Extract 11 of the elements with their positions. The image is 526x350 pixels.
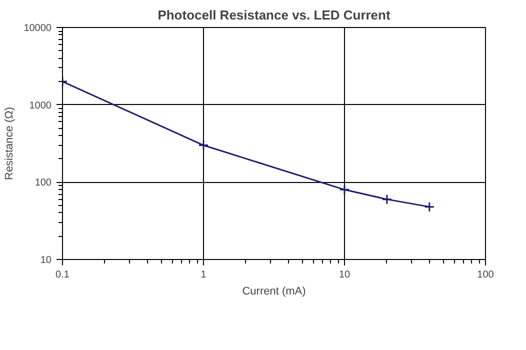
y-tick-label: 10000 [24, 23, 52, 34]
x-tick-label: 10 [338, 270, 350, 280]
chart-title: Photocell Resistance vs. LED Current [158, 8, 391, 22]
y-tick-label: 10 [40, 255, 52, 266]
y-axis-title: Resistance (Ω) [4, 106, 16, 180]
x-tick-label: 0.1 [56, 270, 70, 280]
x-tick-label: 100 [477, 270, 494, 280]
y-tick-label: 100 [34, 178, 52, 189]
x-axis-title: Current (mA) [242, 286, 306, 298]
y-tick-label: 1000 [29, 100, 52, 112]
x-tick-label: 1 [200, 270, 207, 280]
